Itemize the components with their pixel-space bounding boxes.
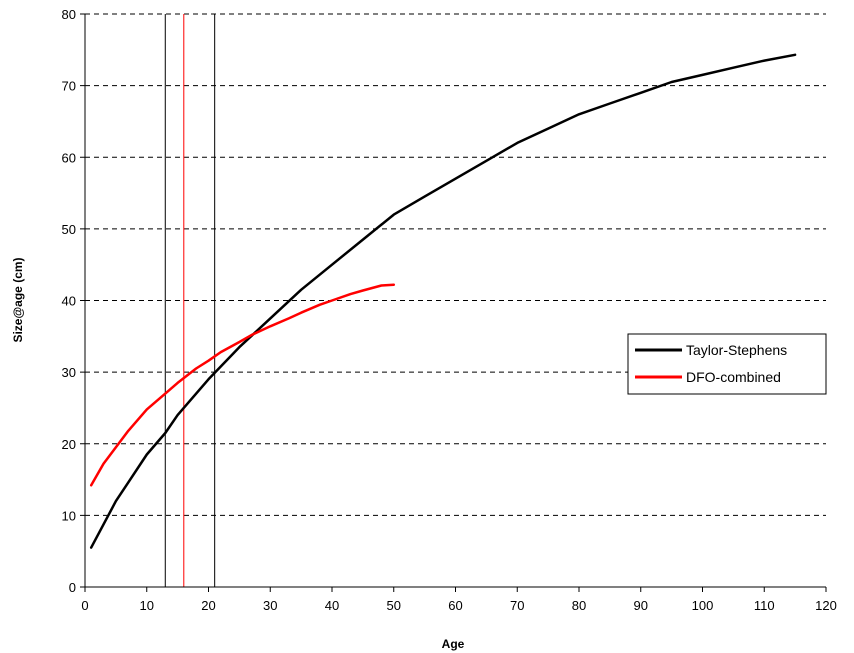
y-tick-label-60: 60 <box>62 150 76 165</box>
x-tick-label-0: 0 <box>81 598 88 613</box>
x-tick-label-50: 50 <box>387 598 401 613</box>
y-tick-label-40: 40 <box>62 294 76 309</box>
grid-layer <box>85 13 826 516</box>
tick-labels: 0 10 20 30 40 50 60 70 80 0 10 20 30 40 50 60 70 80 90 100 1… <box>62 7 837 613</box>
legend-box <box>627 333 827 395</box>
x-tick-label-80: 80 <box>572 598 586 613</box>
y-tick-label-50: 50 <box>62 222 76 237</box>
y-tick-label-30: 30 <box>62 365 76 380</box>
x-tick-label-100: 100 <box>692 598 714 613</box>
series-line-taylor-stephens <box>89 53 797 549</box>
legend: Taylor-Stephens DFO-combined <box>627 333 827 395</box>
y-tick-label-20: 20 <box>62 437 76 452</box>
x-tick-label-110: 110 <box>754 598 775 613</box>
series-line-dfo-combined <box>89 283 396 487</box>
y-tick-label-0: 0 <box>69 580 76 595</box>
y-tick-label-80: 80 <box>62 7 76 22</box>
x-tick-label-70: 70 <box>510 598 524 613</box>
x-tick-label-60: 60 <box>448 598 462 613</box>
legend-label-taylor-stephens: Taylor-Stephens <box>686 342 787 358</box>
x-tick-label-90: 90 <box>634 598 648 613</box>
y-tick-label-10: 10 <box>62 508 76 523</box>
y-axis-title: Size@age (cm) <box>11 257 25 342</box>
x-tick-label-40: 40 <box>325 598 339 613</box>
x-tick-label-30: 30 <box>263 598 277 613</box>
axes-layer <box>80 13 827 592</box>
x-tick-label-120: 120 <box>815 598 837 613</box>
legend-label-dfo-combined: DFO-combined <box>686 369 781 385</box>
x-tick-label-10: 10 <box>140 598 154 613</box>
vertical-lines <box>164 14 216 587</box>
series-layer <box>89 53 797 549</box>
x-tick-label-20: 20 <box>201 598 215 613</box>
x-axis-title: Age <box>442 637 465 651</box>
y-tick-label-70: 70 <box>62 79 76 94</box>
